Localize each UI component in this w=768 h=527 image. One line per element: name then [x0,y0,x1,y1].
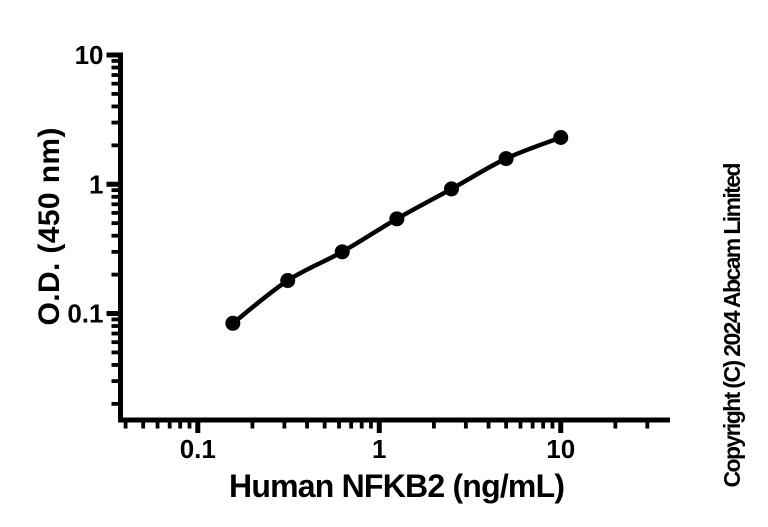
x-axis-ticks [123,420,650,433]
y-tick-label: 10 [75,40,104,70]
x-axis-title: Human NFKB2 (ng/mL) [229,468,565,504]
y-axis-tick-labels: 0.1 1 10 [67,40,103,329]
data-point [389,211,405,227]
axis-lines [118,52,670,423]
standard-curve-line [230,135,563,326]
data-point [225,315,241,331]
y-axis-ticks [106,52,121,406]
data-point [280,273,296,289]
x-tick-label: 1 [372,434,386,464]
x-axis-tick-labels: 0.1 1 10 [180,434,575,464]
y-tick-label: 1 [89,169,103,199]
copyright-watermark: Copyright (C) 2024 Abcam Limited [719,163,745,488]
x-tick-label: 10 [546,434,575,464]
data-points [225,129,569,331]
y-axis-title: O.D. (450 nm) [33,128,66,326]
y-tick-label: 0.1 [67,299,103,329]
data-point [334,244,350,260]
data-point [498,151,514,167]
data-point [553,129,569,145]
x-tick-label: 0.1 [180,434,216,464]
data-point [443,181,459,197]
